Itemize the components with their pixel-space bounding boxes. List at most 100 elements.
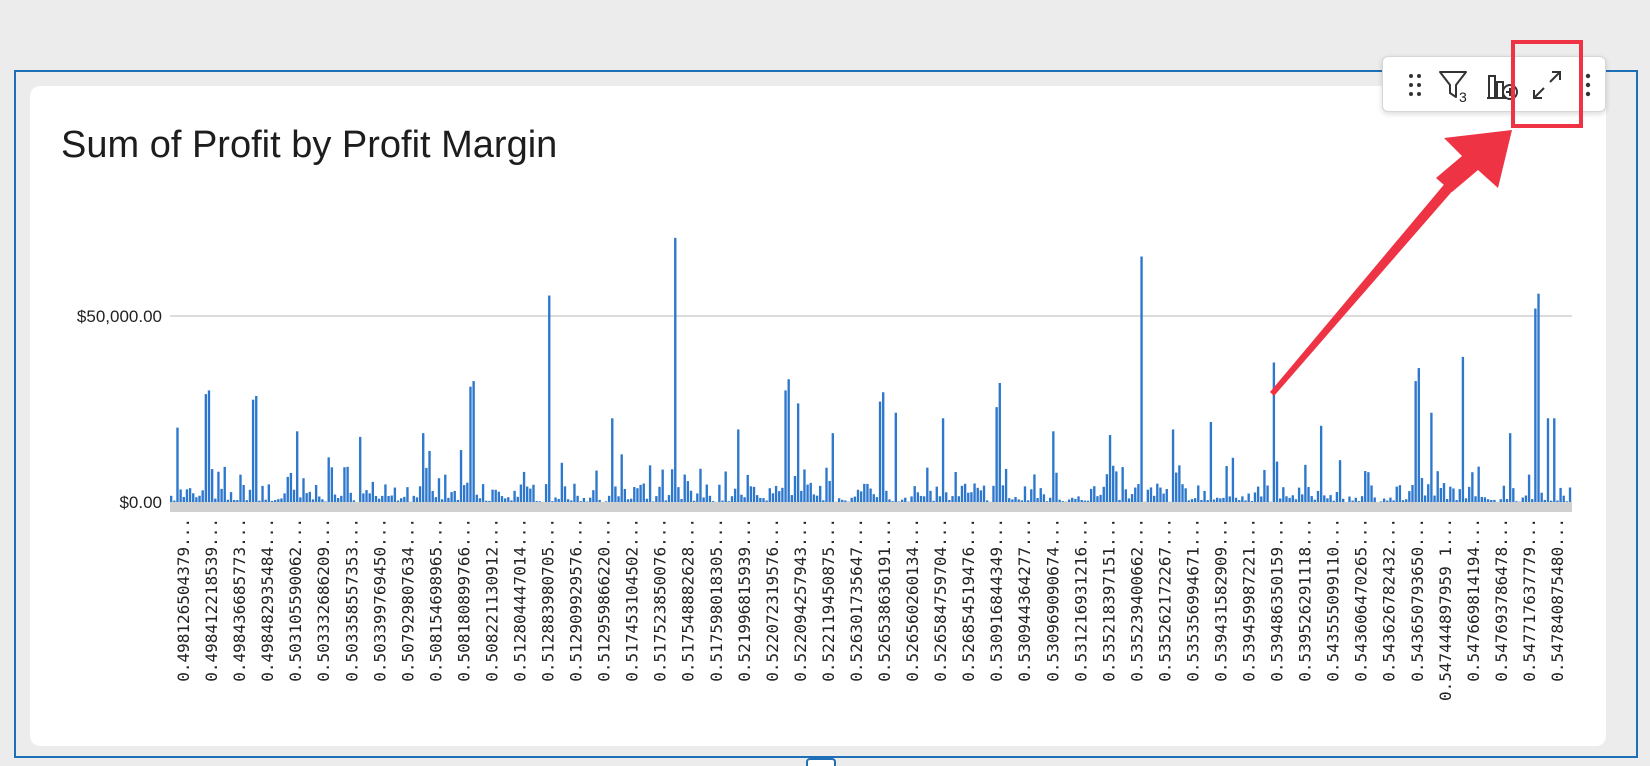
bar <box>604 501 608 502</box>
bar <box>992 485 995 502</box>
bar <box>1140 256 1143 502</box>
bar <box>1477 466 1480 502</box>
bar <box>904 497 907 502</box>
bar <box>790 495 794 502</box>
bar <box>415 497 419 502</box>
x-tick-label: 0.522119450875... <box>819 518 838 682</box>
bar <box>560 462 564 502</box>
bar <box>1234 497 1238 502</box>
bar <box>645 498 649 502</box>
bar <box>595 470 598 502</box>
x-tick-label: 0.526560260134... <box>903 518 922 682</box>
bar <box>340 495 343 502</box>
bar <box>1354 497 1357 502</box>
bar <box>1039 488 1042 502</box>
bar <box>371 481 374 502</box>
x-tick-label: 0.517453104502... <box>623 518 642 682</box>
bar <box>236 500 239 502</box>
bar <box>1499 499 1502 502</box>
more-options-icon[interactable] <box>1577 57 1599 113</box>
bar <box>705 484 708 502</box>
bar <box>472 381 475 502</box>
bar <box>393 487 397 502</box>
x-tick-label: 0.543650793650... <box>1408 518 1427 682</box>
bar <box>384 484 387 502</box>
bar <box>466 482 469 502</box>
bar <box>214 498 217 502</box>
bar <box>198 495 201 502</box>
bar <box>223 466 226 502</box>
filter-icon[interactable] <box>1435 57 1471 113</box>
bar <box>1260 496 1263 502</box>
bar <box>841 499 844 502</box>
bar <box>1149 487 1153 502</box>
bar <box>456 499 460 502</box>
x-tick-label: 0.535218397151... <box>1099 518 1118 682</box>
bar <box>1464 498 1468 502</box>
bar <box>815 495 819 502</box>
bar <box>1449 486 1452 502</box>
bar <box>267 484 271 502</box>
bar <box>478 498 482 502</box>
drag-handle-icon[interactable] <box>1403 57 1427 113</box>
bar <box>919 495 923 502</box>
bar <box>1074 498 1077 502</box>
bar <box>1521 497 1524 502</box>
bar <box>652 501 655 502</box>
bar <box>1445 499 1449 502</box>
bar <box>450 492 453 502</box>
bar <box>658 486 661 502</box>
bar <box>702 497 705 502</box>
bar <box>1093 486 1096 502</box>
bar <box>406 487 409 502</box>
bar <box>1137 484 1140 502</box>
resize-handle[interactable] <box>806 758 836 766</box>
bar <box>1505 499 1509 502</box>
bar <box>589 497 592 502</box>
x-tick-label: 0.539486350159... <box>1268 518 1287 682</box>
bar <box>686 481 690 502</box>
bar <box>1055 472 1058 502</box>
bar <box>1408 491 1411 502</box>
bar <box>1275 461 1279 502</box>
bar <box>1008 498 1011 502</box>
bar <box>431 490 434 502</box>
bar <box>522 471 526 502</box>
bar <box>507 497 510 502</box>
x-tick-label: 0.535262172267... <box>1155 518 1174 682</box>
x-tick-label: 0.526854519476... <box>959 518 978 682</box>
bar <box>935 486 938 502</box>
bar <box>1071 497 1074 502</box>
bar <box>1165 489 1168 502</box>
bar <box>1486 499 1490 502</box>
bar <box>1386 500 1389 502</box>
bar <box>245 500 248 502</box>
bar <box>434 497 438 502</box>
bar <box>850 497 853 502</box>
bar <box>1474 496 1477 502</box>
bar <box>743 497 746 502</box>
x-tick-label: 0.512909929576... <box>567 518 586 682</box>
bar <box>1480 496 1483 502</box>
bar <box>1279 498 1282 502</box>
bar <box>399 498 403 502</box>
bar <box>428 450 431 502</box>
bar <box>1049 497 1052 502</box>
bar <box>1045 501 1049 502</box>
bar <box>283 493 286 502</box>
bar <box>910 496 913 502</box>
bar <box>403 496 406 502</box>
bar <box>825 467 828 502</box>
add-chart-icon[interactable] <box>1483 57 1523 113</box>
bar <box>217 471 220 502</box>
bar <box>806 484 809 502</box>
bar <box>289 472 293 502</box>
bar <box>1247 493 1250 502</box>
bar <box>270 500 274 502</box>
bar <box>463 485 466 502</box>
bar <box>1427 484 1430 502</box>
x-tick-label: 0.508180899766... <box>454 518 473 682</box>
bar <box>957 496 960 502</box>
expand-icon[interactable] <box>1525 57 1569 113</box>
x-tick-label: 0.508221130912... <box>482 518 501 682</box>
